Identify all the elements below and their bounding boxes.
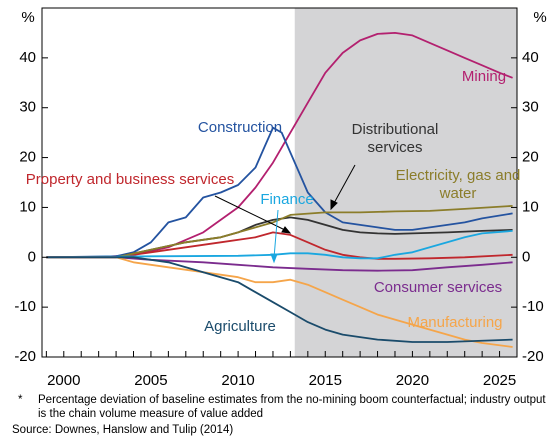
series-line xyxy=(46,256,513,343)
series-label: Construction xyxy=(197,119,283,136)
x-tick-label: 2025 xyxy=(483,372,516,389)
series-label: Property and business services xyxy=(25,171,235,188)
y2-tick-label: 20 xyxy=(522,149,539,166)
arrow-head xyxy=(281,226,292,234)
y2-tick-label: 30 xyxy=(522,99,539,116)
y-tick-label: -10 xyxy=(14,298,36,315)
y2-tick-label: -20 xyxy=(522,348,544,365)
arrow xyxy=(214,195,288,232)
arrow xyxy=(332,164,356,206)
y2-tick-label: -10 xyxy=(522,298,544,315)
footnote: Percentage deviation of baseline estimat… xyxy=(38,394,546,420)
arrow-head xyxy=(270,253,278,264)
series-label: Manufacturing xyxy=(407,314,503,331)
footnote-mark: * xyxy=(18,394,23,406)
series-line xyxy=(46,32,513,259)
arrow-head xyxy=(330,199,338,211)
series-line xyxy=(46,126,513,259)
series-line xyxy=(46,230,513,260)
y-tick-label: 20 xyxy=(19,149,36,166)
y-tick-label: -20 xyxy=(14,348,36,365)
y2-unit: % xyxy=(533,9,546,26)
series-label: Consumer services xyxy=(373,279,503,296)
annotation-arrows xyxy=(214,164,356,264)
series-label: Electricity, gas and water xyxy=(395,167,521,202)
y2-tick-label: 0 xyxy=(522,248,530,265)
arrow xyxy=(273,209,279,259)
y-tick-label: 0 xyxy=(28,248,36,265)
x-tick-label: 2020 xyxy=(396,372,429,389)
series-line xyxy=(46,231,513,260)
series-label: Distributional services xyxy=(351,121,439,156)
series-line xyxy=(46,205,513,259)
source: Source: Downes, Hanslow and Tulip (2014) xyxy=(12,424,234,436)
series-line xyxy=(46,256,513,348)
x-tick-label: 2000 xyxy=(47,372,80,389)
series-label: Agriculture xyxy=(204,318,276,335)
x-tick-label: 2005 xyxy=(134,372,167,389)
y2-tick-label: 10 xyxy=(522,198,539,215)
y-tick-label: 30 xyxy=(19,99,36,116)
x-tick-label: 2015 xyxy=(309,372,342,389)
series-label: Finance xyxy=(260,191,314,208)
y-tick-label: 40 xyxy=(19,49,36,66)
x-tick-label: 2010 xyxy=(221,372,254,389)
plot-frame xyxy=(41,7,518,358)
y-tick-label: 10 xyxy=(19,198,36,215)
series-label: Mining xyxy=(461,68,507,85)
y-unit: % xyxy=(21,9,34,26)
y2-tick-label: 40 xyxy=(522,49,539,66)
